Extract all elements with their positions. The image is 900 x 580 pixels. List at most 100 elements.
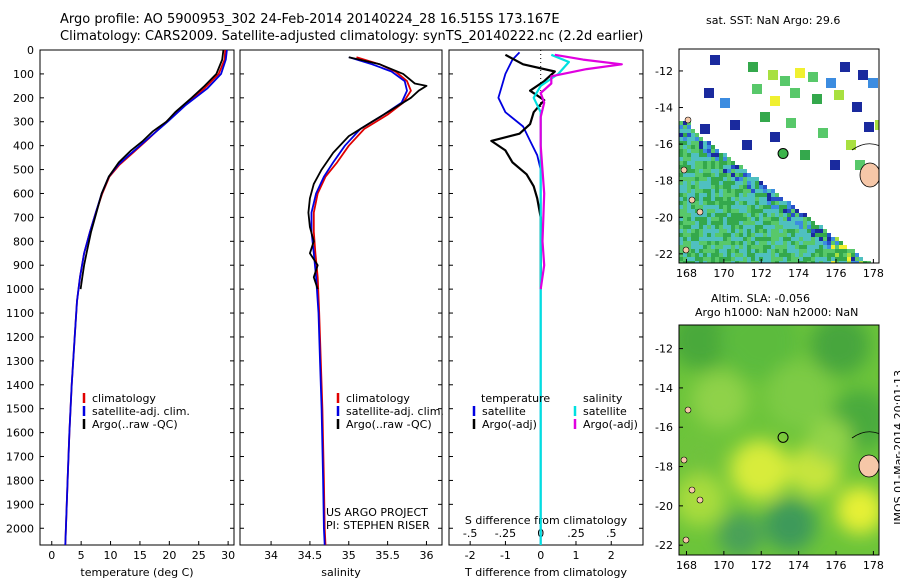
sst-pixel [699, 249, 703, 253]
sst-pixel [711, 193, 715, 197]
sst-pixel [747, 237, 751, 241]
sst-pixel [703, 189, 707, 193]
sla-anomaly-blob [764, 499, 816, 551]
sst-pixel [711, 221, 715, 225]
sst-pixel [767, 205, 771, 209]
sst-pixel [751, 241, 755, 245]
sst-pixel [683, 233, 687, 237]
sst-pixel [679, 153, 683, 157]
depth-tick-label: 900 [13, 259, 34, 272]
sst-pixel [739, 257, 743, 261]
sst-pixel [783, 217, 787, 221]
sst-pixel [771, 221, 775, 225]
sst-pixel [831, 261, 835, 263]
sst-pixel [747, 173, 751, 177]
sst-pixel [847, 261, 851, 263]
sst-pixel [839, 245, 843, 249]
sst-pixel [683, 209, 687, 213]
salinity-legend-entry: climatology [346, 392, 410, 405]
sst-pixel [799, 237, 803, 241]
sst-pixel [691, 261, 695, 263]
sst-pixel [699, 229, 703, 233]
sst-pixel [755, 225, 759, 229]
sst-pixel [795, 217, 799, 221]
sst-pixel [763, 249, 767, 253]
sst-pixel [847, 253, 851, 257]
sst-pixel [743, 169, 747, 173]
sst-pixel [719, 201, 723, 205]
sst-pixel [711, 185, 715, 189]
sst-pixel [707, 201, 711, 205]
sst-pixel [727, 181, 731, 185]
sst-pixel [811, 229, 815, 233]
difference-series-line [490, 53, 556, 290]
sst-pixel [731, 173, 735, 177]
coastline-contour [851, 143, 879, 151]
sst-pixel [775, 257, 779, 261]
sst-pixel [679, 241, 683, 245]
project-label: US ARGO PROJECT [326, 506, 428, 519]
sst-pixel [767, 233, 771, 237]
sst-data-block [808, 72, 818, 82]
sst-pixel [735, 233, 739, 237]
sst-pixel [719, 173, 723, 177]
sst-pixel [775, 233, 779, 237]
sst-pixel [695, 145, 699, 149]
sst-pixel [739, 169, 743, 173]
island-shape [682, 246, 690, 254]
sst-pixel [735, 257, 739, 261]
sst-pixel [803, 221, 807, 225]
sst-pixel [759, 229, 763, 233]
sst-pixel [771, 237, 775, 241]
sst-pixel [783, 225, 787, 229]
sst-pixel [731, 169, 735, 173]
sst-pixel [691, 129, 695, 133]
sst-pixel [679, 193, 683, 197]
sst-pixel [711, 153, 715, 157]
sst-pixel [719, 217, 723, 221]
sla-map-subtitle: Argo h1000: NaN h2000: NaN [695, 306, 859, 319]
sst-pixel [779, 233, 783, 237]
sst-pixel [703, 253, 707, 257]
sst-pixel [831, 245, 835, 249]
sst-pixel [799, 245, 803, 249]
sst-pixel [783, 205, 787, 209]
sst-pixel [691, 205, 695, 209]
sst-pixel [763, 241, 767, 245]
sst-pixel [727, 249, 731, 253]
sst-pixel [755, 253, 759, 257]
sst-pixel [743, 217, 747, 221]
sst-pixel [715, 245, 719, 249]
sst-pixel [731, 257, 735, 261]
sst-pixel [699, 145, 703, 149]
sst-pixel [771, 189, 775, 193]
sst-pixel [839, 253, 843, 257]
sst-pixel [755, 241, 759, 245]
sst-pixel [683, 133, 687, 137]
sla-blur-group [679, 325, 879, 555]
sst-pixel [811, 221, 815, 225]
sst-pixel [703, 261, 707, 263]
depth-tick-label: 1300 [6, 355, 34, 368]
sst-pixel [739, 177, 743, 181]
sst-map-title: sat. SST: NaN Argo: 29.6 [706, 14, 841, 27]
sst-pixel [723, 261, 727, 263]
sst-pixel [835, 253, 839, 257]
sst-pixel [687, 173, 691, 177]
sst-pixel [799, 257, 803, 261]
sst-map-lat-label: -18 [655, 175, 673, 188]
sst-pixel [739, 185, 743, 189]
sst-pixel [687, 161, 691, 165]
sst-pixel [735, 221, 739, 225]
sst-pixel [767, 249, 771, 253]
sst-pixel [831, 241, 835, 245]
sst-pixel [803, 213, 807, 217]
sst-pixel [771, 253, 775, 257]
tdiff-axis-tick-label: 1 [572, 549, 579, 562]
sst-pixel [731, 217, 735, 221]
sst-pixel [803, 237, 807, 241]
sst-pixel [699, 161, 703, 165]
sst-pixel [811, 261, 815, 263]
sst-pixel [691, 137, 695, 141]
sst-pixel [711, 245, 715, 249]
